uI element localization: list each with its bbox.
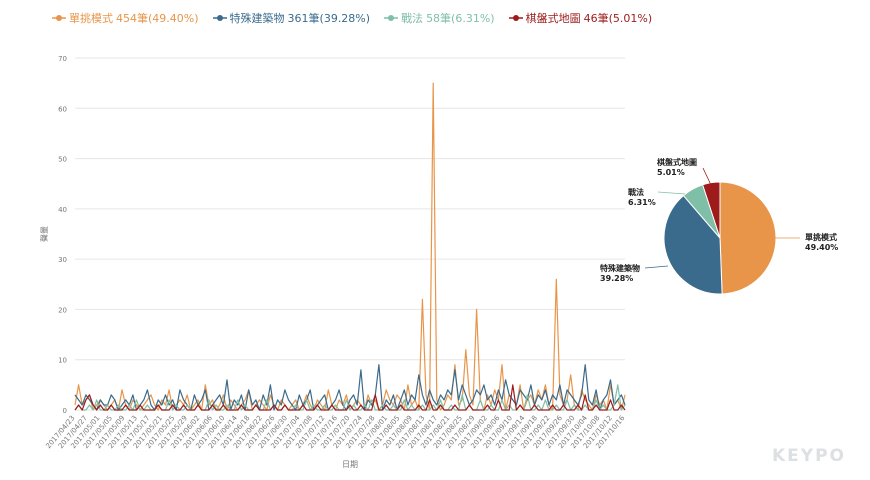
y-tick-label: 20 xyxy=(58,306,67,314)
legend-item-1[interactable]: 特殊建築物 361筆(39.28%) xyxy=(212,9,371,27)
legend-marker-icon xyxy=(212,15,227,21)
pie-slice-pct: 5.01% xyxy=(657,168,685,177)
y-tick-label: 70 xyxy=(58,55,67,63)
y-tick-label: 10 xyxy=(58,357,67,365)
legend-label: 戰法 xyxy=(401,12,424,25)
y-axis-label: 聲量 xyxy=(40,226,49,242)
legend-count: 361筆(39.28%) xyxy=(287,12,371,25)
pie-connector xyxy=(702,167,712,186)
legend-item-3[interactable]: 棋盤式地圖 46筆(5.01%) xyxy=(508,9,653,27)
series-line-1 xyxy=(74,364,626,411)
pie-slice-3 xyxy=(702,181,721,239)
legend-label: 單挑模式 xyxy=(69,12,113,25)
y-tick-label: 40 xyxy=(58,206,67,214)
chart-legend: 單挑模式 454筆(49.40%) 特殊建築物 361筆(39.28%) 戰法 58筆(6… xyxy=(52,9,652,27)
series-line-2 xyxy=(74,384,626,411)
legend-marker-icon xyxy=(52,15,66,21)
pie-slice-label: 特殊建築物 xyxy=(600,263,640,273)
legend-marker-icon xyxy=(508,15,523,21)
legend-count: 46筆(5.01%) xyxy=(583,12,653,25)
legend-item-0[interactable]: 單挑模式 454筆(49.40%) xyxy=(52,9,199,27)
legend-marker-icon xyxy=(384,15,399,21)
pie-slice-pct: 39.28% xyxy=(600,274,633,283)
legend-label: 特殊建築物 xyxy=(229,12,285,25)
pie-slice-label: 單挑模式 xyxy=(805,232,837,242)
pie-slice-label: 棋盤式地圖 xyxy=(656,157,697,167)
pie-slice-0 xyxy=(719,181,777,295)
pie-slice-pct: 49.40% xyxy=(805,243,838,252)
pie-slice-pct: 6.31% xyxy=(628,198,656,207)
pie-slice-label: 戰法 xyxy=(628,187,644,197)
legend-count: 454筆(49.40%) xyxy=(116,12,199,25)
grid-lines xyxy=(75,57,625,411)
y-tick-label: 30 xyxy=(58,256,67,264)
pie-connector xyxy=(657,191,686,195)
series-line-3 xyxy=(74,384,626,411)
y-tick-label: 0 xyxy=(63,407,67,415)
legend-label: 棋盤式地圖 xyxy=(525,12,581,25)
y-tick-label: 60 xyxy=(58,105,67,113)
pie-connector xyxy=(644,265,669,269)
series-line-0 xyxy=(74,82,626,411)
pie-slice-1 xyxy=(663,194,723,295)
legend-item-2[interactable]: 戰法 58筆(6.31%) xyxy=(384,9,495,27)
keypo-logo: KEYPO xyxy=(771,446,846,466)
legend-count: 58筆(6.31%) xyxy=(426,12,495,25)
x-axis-label: 日期 xyxy=(342,460,358,469)
y-tick-label: 50 xyxy=(58,156,67,164)
